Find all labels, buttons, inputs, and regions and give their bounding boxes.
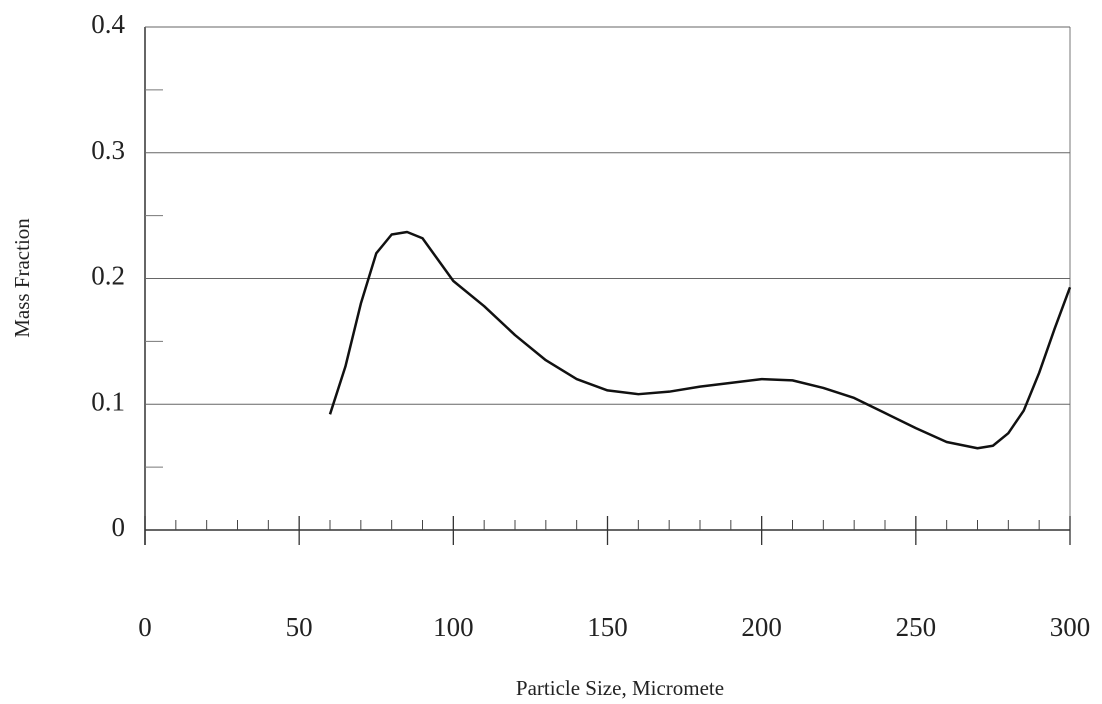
x-axis-label: Particle Size, Micromete xyxy=(516,676,724,700)
y-tick-label: 0.2 xyxy=(91,261,125,291)
x-tick-label: 250 xyxy=(896,612,937,642)
y-tick-label: 0.3 xyxy=(91,135,125,165)
y-tick-label: 0.1 xyxy=(91,386,125,416)
x-tick-label: 100 xyxy=(433,612,474,642)
y-tick-label: 0.4 xyxy=(91,9,125,39)
x-tick-label: 50 xyxy=(286,612,313,642)
y-axis-label: Mass Fraction xyxy=(10,218,34,338)
data-line xyxy=(330,232,1070,448)
y-tick-label: 0 xyxy=(112,512,126,542)
x-tick-label: 150 xyxy=(587,612,628,642)
chart: Particle Size, Micromete Mass Fraction 0… xyxy=(0,0,1102,704)
x-tick-label: 200 xyxy=(741,612,782,642)
x-tick-label: 0 xyxy=(138,612,152,642)
x-tick-label: 300 xyxy=(1050,612,1091,642)
